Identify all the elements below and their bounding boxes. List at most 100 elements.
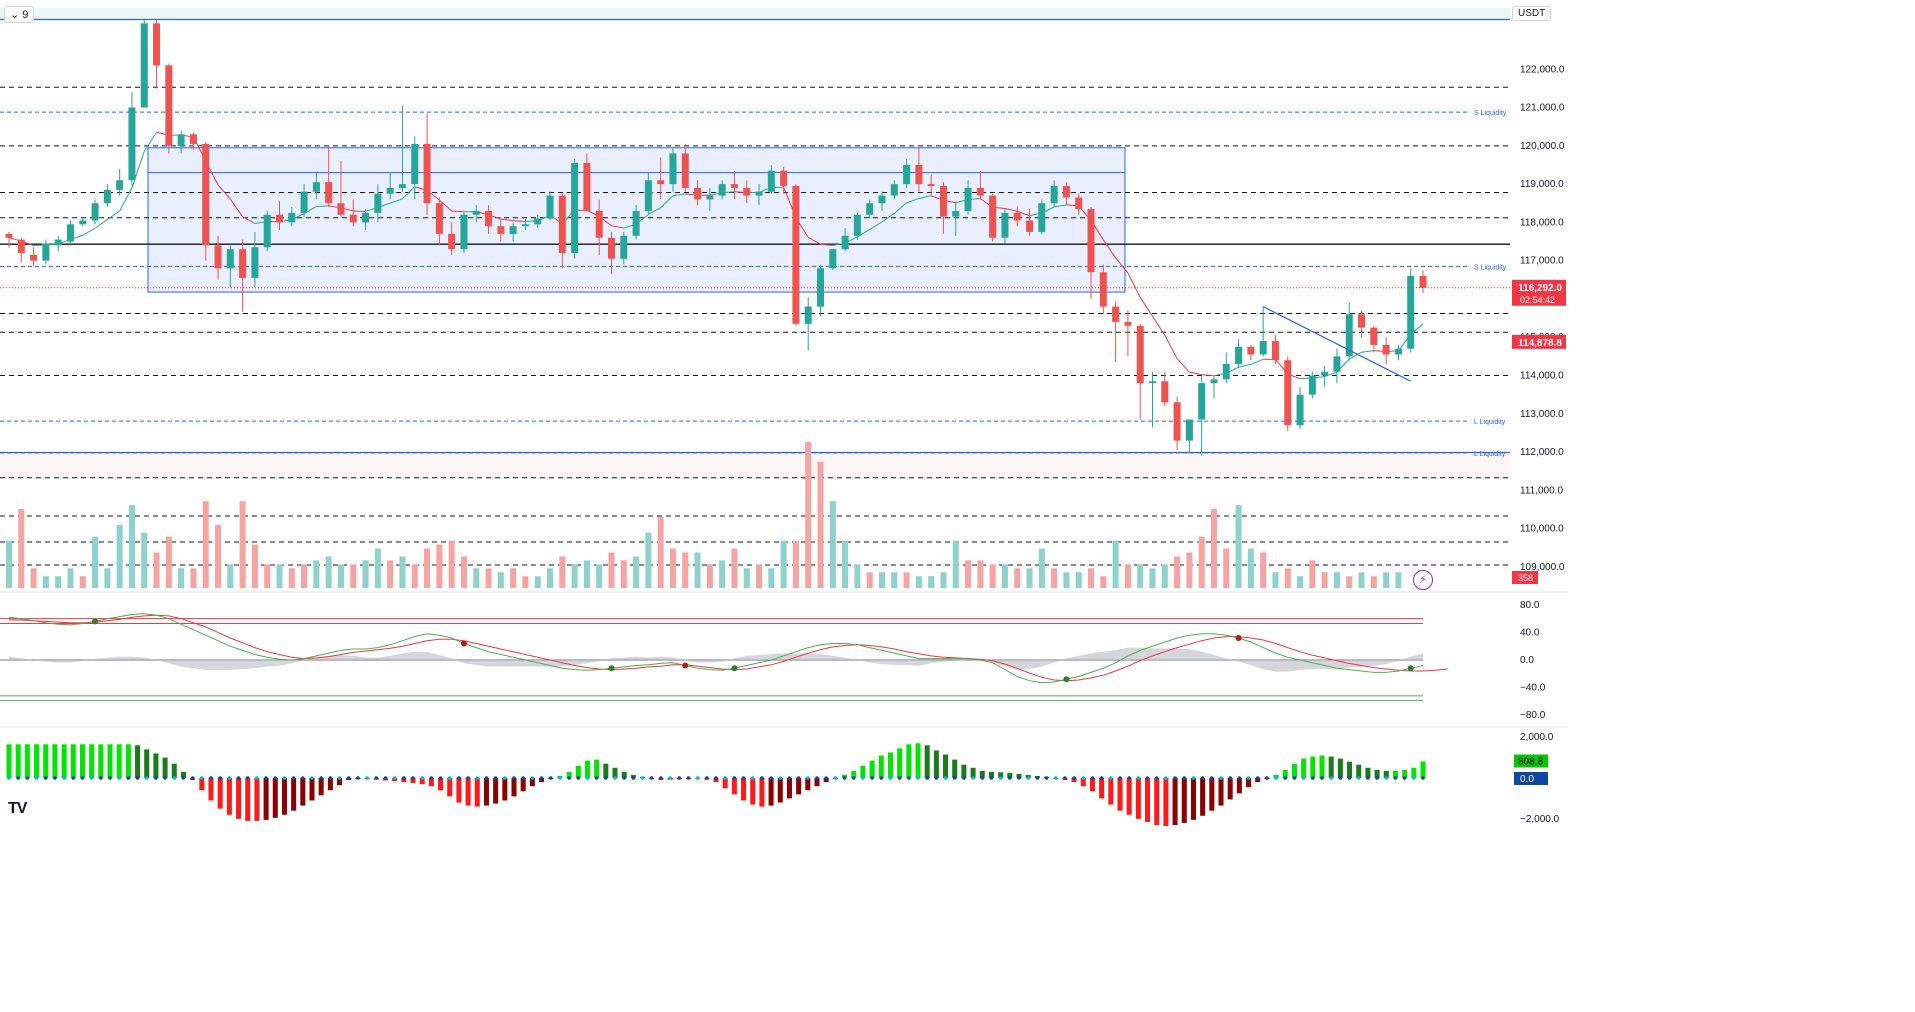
moving-average-segment [672, 193, 686, 197]
volume-bar [104, 568, 111, 588]
candle-body [939, 186, 947, 217]
candle-body [5, 233, 13, 238]
histogram-zero-dot [411, 776, 415, 780]
oscillator-tick-label: 80.0 [1520, 600, 1540, 611]
interval-label: 9 [22, 9, 29, 21]
moving-average-segment [1250, 358, 1264, 365]
currency-selector[interactable]: USDT [1512, 6, 1552, 21]
histogram-bar [1190, 778, 1196, 820]
candle-body [841, 235, 849, 250]
histogram-bar [6, 744, 12, 778]
histogram-zero-dot [741, 776, 746, 780]
candle-body [239, 249, 247, 278]
volume-bar [866, 572, 873, 588]
crossover-dot [731, 665, 738, 672]
candle-body [644, 180, 652, 211]
histogram-zero-dot [1200, 776, 1205, 780]
volume-bar [977, 560, 984, 588]
histogram-zero-dot [1265, 776, 1269, 780]
candle-body [853, 214, 861, 236]
histogram-bar [70, 744, 76, 778]
candle-body [1112, 306, 1120, 322]
histogram-zero-dot [1118, 776, 1122, 780]
histogram-zero-dot [126, 776, 131, 780]
moving-average-segment [1189, 371, 1202, 376]
histogram-zero-dot [337, 776, 342, 780]
volume-bar [1247, 548, 1254, 588]
oscillator-tick-label: 40.0 [1520, 627, 1540, 638]
histogram-bar [1117, 778, 1123, 811]
histogram-zero-dot [365, 776, 369, 780]
candle-body [866, 203, 874, 215]
lightning-icon[interactable]: ⚡ [1413, 570, 1433, 590]
histogram-zero-dot [71, 776, 76, 780]
price-tick-label: 109,000.0 [1520, 562, 1565, 573]
histogram-zero-dot [420, 776, 424, 780]
volume-bar [288, 568, 295, 588]
candle-body [226, 249, 234, 269]
histogram-bar [226, 778, 232, 815]
volume-bar [731, 548, 738, 588]
histogram-bar [1328, 756, 1334, 778]
histogram-zero-dot [108, 776, 112, 780]
volume-bar [1333, 572, 1340, 588]
histogram-bar [245, 778, 251, 821]
price-tick-label: 118,000.0 [1520, 217, 1564, 228]
histogram-bar [327, 778, 333, 791]
candle-body [1419, 275, 1427, 288]
volume-bar [411, 564, 418, 588]
histogram-bar [217, 778, 223, 809]
crossover-dot [682, 662, 689, 669]
histogram-tick-label: −2,000.0 [1520, 814, 1560, 825]
volume-bar [1075, 572, 1082, 588]
histogram-zero-dot [273, 776, 278, 780]
histogram-zero-dot [457, 776, 461, 780]
volume-bar [903, 572, 910, 588]
volume-bar [165, 536, 172, 588]
histogram-tick-label: 2,000.0 [1520, 732, 1554, 743]
candle-body [189, 134, 197, 144]
moving-average-segment [131, 151, 145, 189]
tradingview-logo: TV [8, 800, 27, 817]
moving-average-segment [611, 225, 624, 229]
volume-bar [1186, 552, 1193, 588]
histogram-bar [731, 778, 737, 795]
histogram-bar [1200, 778, 1206, 816]
volume-bar [1161, 564, 1168, 588]
candle-body [1394, 348, 1402, 355]
price-tick-label: 111,000.0 [1520, 485, 1563, 496]
volume-bar [547, 568, 554, 588]
histogram-bar [759, 778, 765, 807]
histogram-zero-dot [310, 776, 314, 780]
oscillator-shade [9, 647, 1423, 672]
volume-bar [30, 568, 37, 588]
histogram-bar [777, 778, 783, 803]
candle-body [694, 187, 702, 200]
interval-selector[interactable]: ⌄ 9 [4, 6, 35, 23]
candle-body [140, 23, 148, 108]
oscillator-tick-label: −80.0 [1520, 710, 1546, 721]
countdown-label: 02:54:42 [1520, 295, 1555, 305]
candle-body [1370, 327, 1378, 345]
histogram-zero-dot [1173, 776, 1177, 780]
histogram-zero-dot [916, 776, 920, 780]
oscillator-line [8, 613, 1424, 684]
volume-bar [1124, 564, 1131, 588]
candle-body [595, 210, 603, 238]
histogram-bar [1145, 778, 1151, 822]
candle-body [251, 247, 259, 278]
histogram-bar [180, 771, 186, 778]
volume-bar [313, 560, 320, 588]
candle-body [497, 226, 505, 234]
candle-body [1284, 360, 1292, 426]
volume-bar [952, 540, 959, 588]
candle-body [1345, 314, 1353, 357]
candle-body [1013, 212, 1021, 221]
histogram-bar [1356, 764, 1362, 778]
histogram-zero-dot [1081, 776, 1086, 780]
histogram-value-badge [1514, 754, 1548, 768]
moving-average-segment [1238, 363, 1251, 368]
price-tick-label: 121,000.0 [1520, 103, 1565, 114]
volume-bar [596, 564, 603, 588]
candle-body [558, 195, 566, 254]
